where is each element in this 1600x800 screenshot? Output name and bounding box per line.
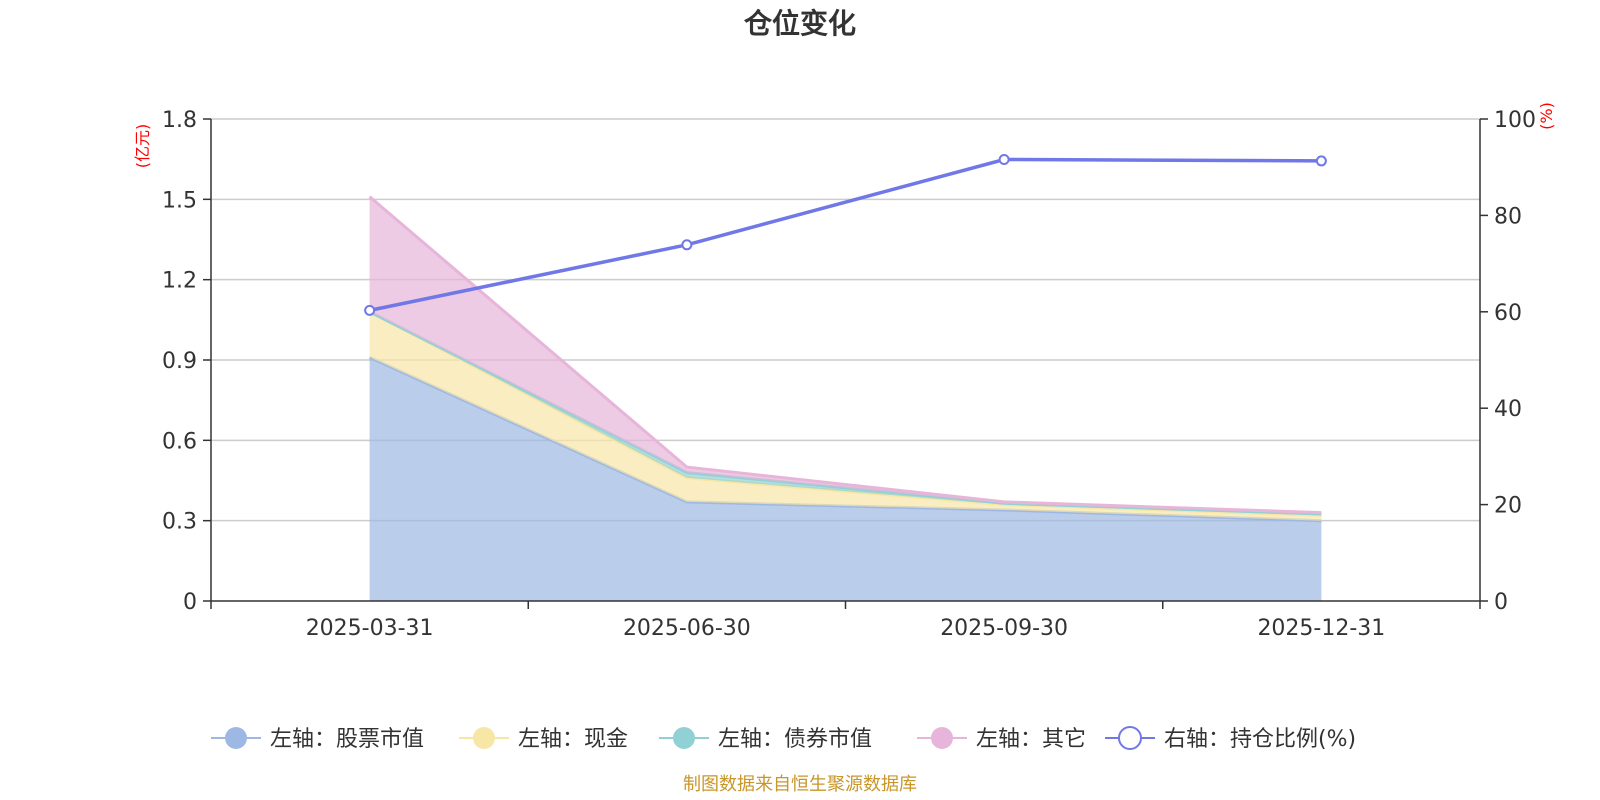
x-tick-label-1: 2025-06-30 — [623, 616, 751, 641]
legend-label-0: 左轴：股票市值 — [270, 727, 424, 752]
left-tick-label-2: 0.6 — [162, 429, 197, 454]
x-tick-label-0: 2025-03-31 — [306, 616, 434, 641]
x-tick-label-2: 2025-09-30 — [940, 616, 1068, 641]
ratio-point-2 — [998, 153, 1010, 165]
right-tick-label-1: 20 — [1494, 494, 1522, 519]
right-tick-label-3: 60 — [1494, 301, 1522, 326]
legend-marker-3 — [931, 727, 953, 749]
right-tick-label-5: 100 — [1494, 108, 1536, 133]
area-edge-series-3 — [368, 195, 1322, 515]
left-tick-label-1: 0.3 — [162, 510, 197, 535]
legend-label-3: 左轴：其它 — [976, 727, 1086, 752]
ratio-line — [364, 153, 1327, 316]
right-axis-unit: (%) — [1537, 102, 1556, 130]
legend-label-4: 右轴：持仓比例(%) — [1164, 727, 1356, 752]
left-axis-unit: (亿元) — [133, 124, 152, 169]
legend-marker-2 — [673, 727, 695, 749]
legend-marker-4 — [1118, 726, 1142, 750]
ratio-point-1 — [681, 239, 693, 251]
legend-label-2: 左轴：债券市值 — [718, 727, 872, 752]
right-tick-label-4: 80 — [1494, 204, 1522, 229]
axes: 0 0.3 0.6 0.9 1.2 1.5 1.8 0 20 40 60 80 100 2025-03-3… — [162, 108, 1536, 641]
ratio-line-path — [369, 157, 1322, 313]
ratio-point-3 — [1315, 155, 1327, 167]
chart-title: 仓位变化 — [744, 7, 856, 40]
legend-label-1: 左轴：现金 — [518, 727, 628, 752]
ratio-point-0 — [364, 304, 376, 316]
legend-marker-1 — [473, 727, 495, 749]
left-tick-label-3: 0.9 — [162, 349, 197, 374]
left-tick-label-6: 1.8 — [162, 108, 197, 133]
legend-marker-0 — [225, 727, 247, 749]
left-tick-label-0: 0 — [183, 590, 197, 615]
right-tick-label-0: 0 — [1494, 590, 1508, 615]
right-tick-label-2: 40 — [1494, 397, 1522, 422]
left-tick-label-5: 1.5 — [162, 188, 197, 213]
stacked-areas — [368, 195, 1322, 601]
left-tick-label-4: 1.2 — [162, 269, 197, 294]
area-series-1 — [369, 311, 1322, 521]
data-source-note: 制图数据来自恒生聚源数据库 — [683, 774, 917, 795]
x-tick-label-3: 2025-12-31 — [1257, 616, 1385, 641]
legend: 左轴：股票市值 左轴：现金 左轴：债券市值 左轴：其它 右轴：持仓比例(%) — [211, 726, 1356, 752]
area-series-0 — [369, 357, 1322, 601]
